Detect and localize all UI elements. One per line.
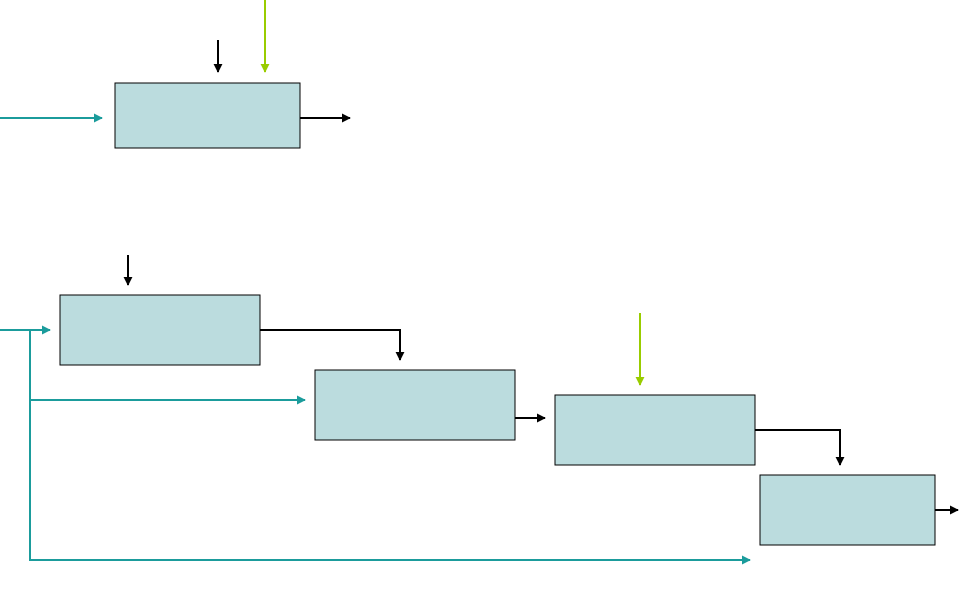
flow-edge — [755, 430, 840, 465]
flow-node-E — [760, 475, 935, 545]
flow-node-C — [315, 370, 515, 440]
flowchart-canvas — [0, 0, 960, 600]
flow-node-B — [60, 295, 260, 365]
flow-edge — [260, 330, 400, 360]
flow-node-A — [115, 83, 300, 148]
flow-node-D — [555, 395, 755, 465]
